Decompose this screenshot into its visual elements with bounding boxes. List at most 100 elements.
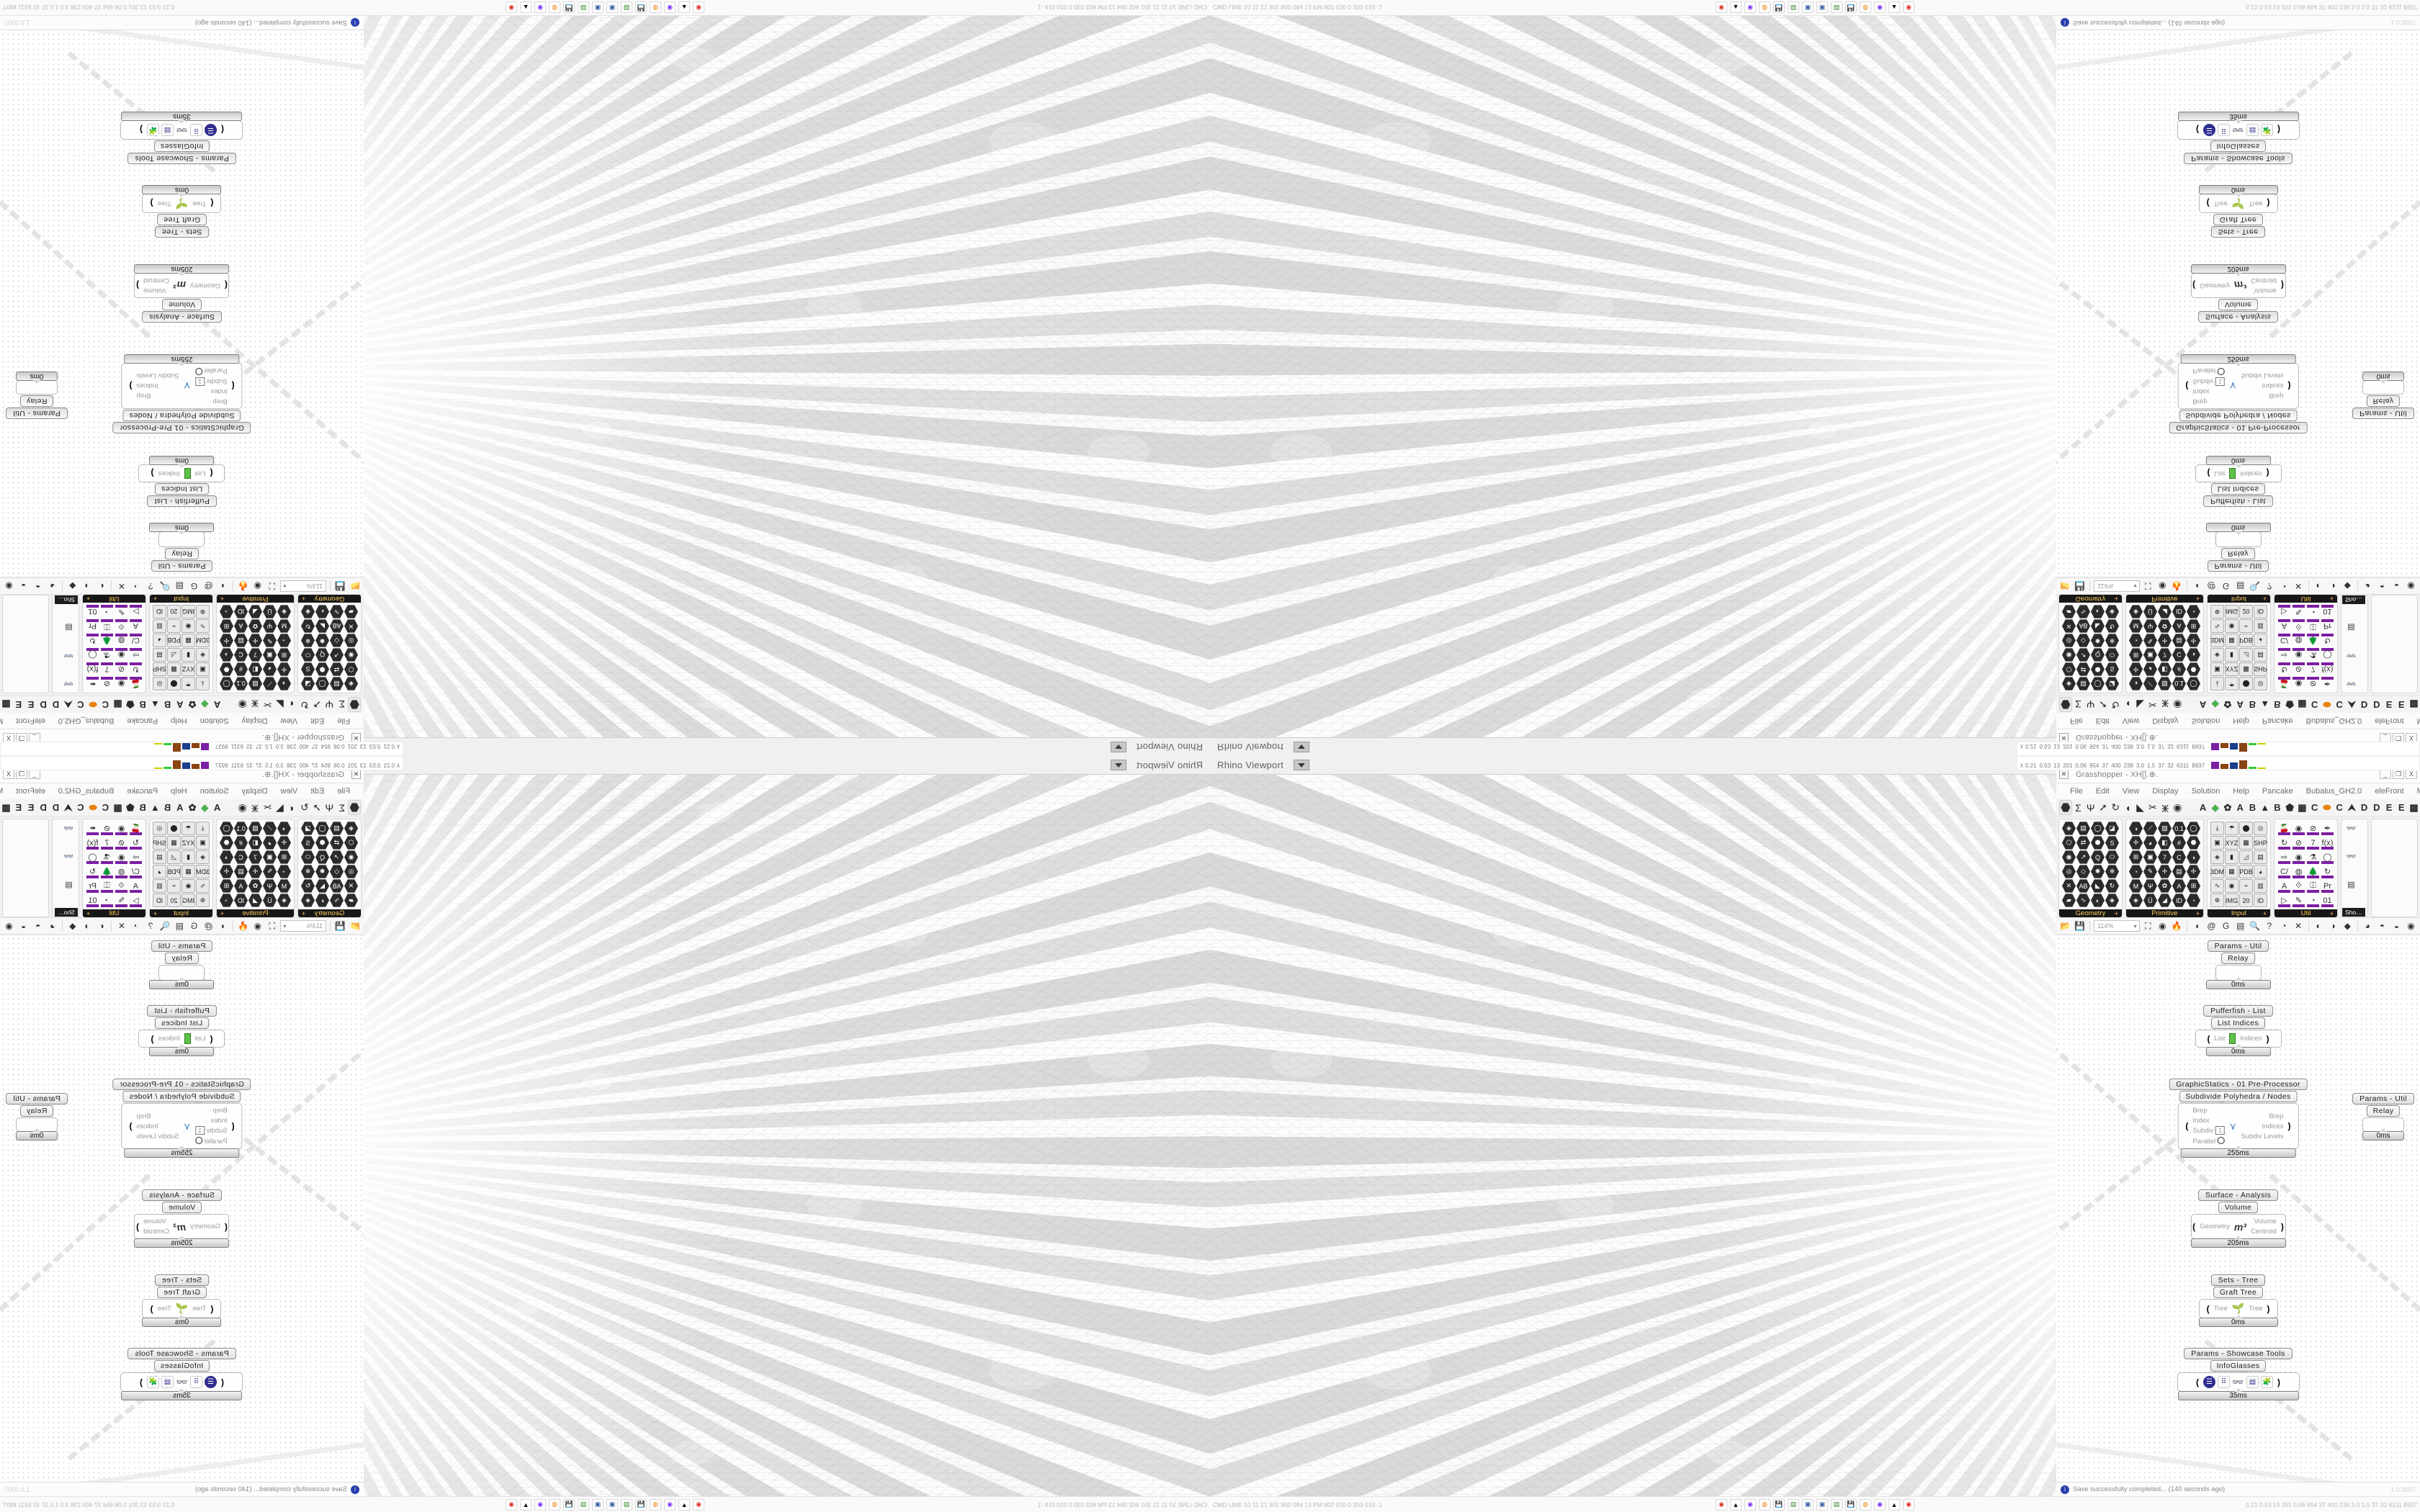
balloon-icon[interactable]: ◔ [2281, 581, 2287, 591]
component-icon[interactable]: ▣ [263, 850, 277, 864]
component-icon[interactable]: ID [234, 894, 248, 907]
component-icon[interactable]: Ψ [2143, 879, 2157, 893]
profiler-green-icon[interactable]: ◓ [35, 921, 41, 931]
component-icon[interactable]: ◉ [2292, 677, 2305, 690]
input-port-grip[interactable]: ( [221, 125, 224, 135]
component-icon[interactable]: ◯ [2091, 677, 2105, 690]
component-icon[interactable]: ◉ [2292, 850, 2305, 864]
surface-blob-icon[interactable]: ◖ [2125, 801, 2131, 814]
input-port-grip[interactable]: ( [2207, 468, 2210, 479]
component-icon[interactable]: ⇨ [129, 850, 143, 864]
preview-mesh-icon[interactable]: ◑ [84, 581, 90, 591]
component-icon[interactable]: ◔ [277, 865, 291, 878]
gh-canvas-toolbar[interactable]: 📂 💾 114% ⛶ ◉ 🔥 ◖ @ G ▤ 🔍 ? ◔ ✕ ◐ ◑ ◆ [2056, 917, 2420, 935]
component-icon[interactable]: ⬡ [2062, 836, 2076, 850]
category-label[interactable]: Input [2208, 595, 2270, 603]
curve-spiral-icon[interactable]: ↻ [2111, 699, 2120, 711]
gh-maximize-button[interactable]: ❐ [2393, 770, 2404, 779]
component-icon[interactable]: ◉ [2062, 648, 2076, 662]
component-icon[interactable]: ⊘ [100, 677, 114, 690]
component-icon[interactable]: ↻ [86, 865, 99, 878]
presentation-icon[interactable]: ▤ [2347, 881, 2355, 889]
component-icon[interactable]: ◯ [86, 850, 99, 864]
node-subdivide-polyhedra[interactable]: GraphicStatics - 01 Pre-Processor Subdiv… [112, 354, 251, 433]
component-icon[interactable]: ▩ [167, 662, 181, 676]
component-icon[interactable]: ↻ [2277, 662, 2291, 676]
component-icon[interactable]: XYZ [2225, 662, 2238, 676]
component-icon[interactable]: M [2129, 619, 2143, 633]
gh-minimize-button[interactable]: _ [29, 770, 40, 779]
component-icon[interactable]: ◈ [196, 850, 210, 864]
C-letter-icon[interactable]: C [102, 699, 109, 710]
component-icon[interactable]: Q [315, 850, 329, 864]
menu-item-pancake[interactable]: Pancake [127, 716, 158, 725]
component-icon[interactable]: ◔ [2187, 605, 2200, 618]
zoom-fit-icon[interactable]: ⛶ [269, 581, 275, 592]
component-icon[interactable]: ✛ [248, 634, 262, 647]
presentation-icon[interactable]: ▤ [65, 881, 73, 889]
component-icon[interactable]: ◑ [2129, 822, 2143, 835]
gh-menu-bar[interactable]: File Edit View Display Solution Help Pancake Bu… [2056, 713, 2420, 729]
component-icon[interactable]: Ü [263, 605, 277, 618]
preview-eye-icon[interactable]: ◉ [254, 921, 261, 931]
profiler-teal-icon[interactable]: ◕ [2365, 921, 2370, 931]
menu-item-pancake[interactable]: Pancake [2262, 787, 2293, 796]
docpage-icon[interactable]: ▤ [175, 921, 184, 931]
preview-ghosted-icon[interactable]: ◆ [2344, 581, 2351, 591]
component-icon[interactable]: ◑ [2187, 648, 2200, 662]
node-relay-side[interactable]: Params - Util Relay 0ms [2352, 372, 2414, 419]
component-icon[interactable]: ✒ [86, 822, 99, 835]
component-icon[interactable]: ◔ [100, 894, 114, 907]
component-icon[interactable]: IMG [182, 894, 195, 907]
component-icon[interactable]: ☂ [2225, 822, 2238, 835]
output-port-grip[interactable]: ) [129, 1121, 133, 1131]
rhino-viewport-tabbar[interactable]: Rhino Viewport [1210, 737, 2056, 756]
checker-icon[interactable]: ▩ [1, 699, 11, 711]
profiler-orange-icon[interactable]: ◒ [2393, 581, 2400, 591]
input-port-grip[interactable]: ( [2196, 125, 2199, 135]
zoom-fit-icon[interactable]: ⛶ [2145, 920, 2151, 931]
D-letter-icon[interactable]: D [2373, 699, 2380, 710]
component-icon[interactable]: ◍ [115, 865, 128, 878]
component-icon[interactable]: # [234, 662, 248, 676]
component-icon[interactable]: ⬡ [344, 836, 358, 850]
component-icon[interactable]: ◇ [2076, 865, 2090, 878]
open-file-icon[interactable]: 📂 [349, 921, 360, 931]
component-icon[interactable]: ⬣ [220, 662, 233, 676]
component-icon[interactable]: C [234, 850, 248, 864]
menu-item-view[interactable]: View [2122, 716, 2140, 725]
component-icon[interactable]: ✎ [2292, 605, 2305, 618]
component-icon[interactable]: ✒ [2321, 677, 2334, 690]
E-letter-icon[interactable]: E [15, 699, 22, 710]
profiler-blue-icon[interactable]: ◉ [5, 921, 13, 931]
component-icon[interactable]: ◉ [182, 619, 195, 633]
component-icon[interactable]: ⎅ [2306, 619, 2320, 633]
app-cam-icon[interactable]: ▣ [1816, 1, 1828, 14]
component-icon[interactable]: 20 [167, 605, 181, 618]
component-icon[interactable]: ⇄ [2076, 836, 2090, 850]
component-icon[interactable]: ▣ [2143, 648, 2157, 662]
component-icon[interactable]: ▮ [182, 850, 195, 864]
params-hex-icon[interactable] [2059, 800, 2072, 815]
component-icon[interactable]: ◑ [220, 850, 233, 864]
component-icon[interactable]: ☂ [182, 822, 195, 835]
B-letter-icon[interactable]: B [163, 699, 171, 710]
app-cam-icon[interactable]: ▣ [1802, 1, 1814, 14]
node-relay[interactable]: Params - Util Relay 0ms [149, 940, 215, 989]
component-icon[interactable]: ↻ [301, 619, 315, 633]
node-body[interactable]: ( Brep Index Subdiv 1 Parallel ⋎ Brep [121, 363, 243, 409]
search-icon[interactable]: 🔍 [159, 581, 171, 591]
component-icon[interactable]: ◈ [277, 894, 291, 907]
component-icon[interactable]: ◪ [301, 822, 315, 835]
component-icon[interactable]: ◯ [315, 822, 329, 835]
category-label[interactable]: Input [2208, 909, 2270, 917]
component-icon[interactable]: ⊘ [115, 662, 128, 676]
menu-item-pancake[interactable]: Pancake [127, 787, 158, 796]
app-red-icon[interactable]: ◉ [506, 1, 517, 14]
menu-item-edit[interactable]: Edit [2095, 787, 2110, 796]
C-letter-icon[interactable]: C [102, 802, 109, 813]
component-icon[interactable]: XYZ [182, 836, 195, 850]
taskbar-icon-group[interactable]: ◉ ▲ ◉ ◍ 💾 ▤ ▣ ▣ ▤ 💾 ◍ ◉ ▲ ◉ [1716, 1, 1914, 14]
component-icon[interactable]: ⬢ [315, 836, 329, 850]
component-icon[interactable]: ⎅ [100, 619, 114, 633]
